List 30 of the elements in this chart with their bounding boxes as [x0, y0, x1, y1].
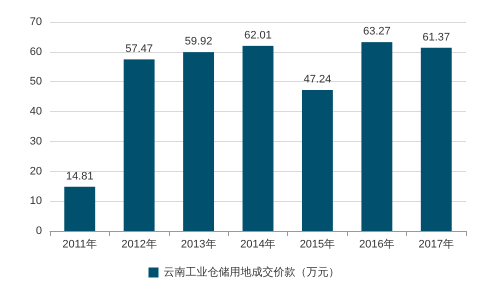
bar	[302, 90, 333, 231]
y-tick-label: 40	[30, 106, 42, 118]
y-tick-label: 50	[30, 76, 42, 88]
x-tick-label: 2015年	[300, 238, 336, 250]
data-label: 61.37	[422, 31, 450, 44]
x-tick-label: 2012年	[121, 238, 157, 250]
x-tick-label: 2016年	[359, 238, 395, 250]
bar	[64, 186, 96, 231]
legend-label: 云南工业仓储用地成交价款（万元）	[164, 266, 340, 278]
x-tick-label: 2014年	[240, 238, 276, 250]
bar	[124, 59, 155, 231]
data-label: 63.27	[363, 26, 391, 38]
data-label: 47.24	[304, 73, 332, 86]
y-tick-label: 70	[30, 16, 42, 28]
bar	[183, 52, 214, 231]
x-tick-label: 2013年	[180, 238, 216, 250]
bar	[361, 42, 392, 231]
bar	[242, 46, 274, 231]
data-label: 62.01	[244, 29, 272, 42]
data-label: 57.47	[125, 42, 153, 55]
y-tick-label: 20	[30, 165, 42, 178]
x-tick-label: 2017年	[418, 238, 454, 250]
y-tick-label: 0	[36, 225, 42, 237]
y-tick-label: 10	[30, 195, 42, 208]
y-tick-label: 30	[30, 135, 42, 148]
data-label: 14.81	[66, 170, 94, 182]
y-tick-label: 60	[30, 46, 42, 58]
data-label: 59.92	[184, 36, 212, 48]
bar	[420, 48, 452, 231]
x-tick-label: 2011年	[62, 238, 98, 250]
